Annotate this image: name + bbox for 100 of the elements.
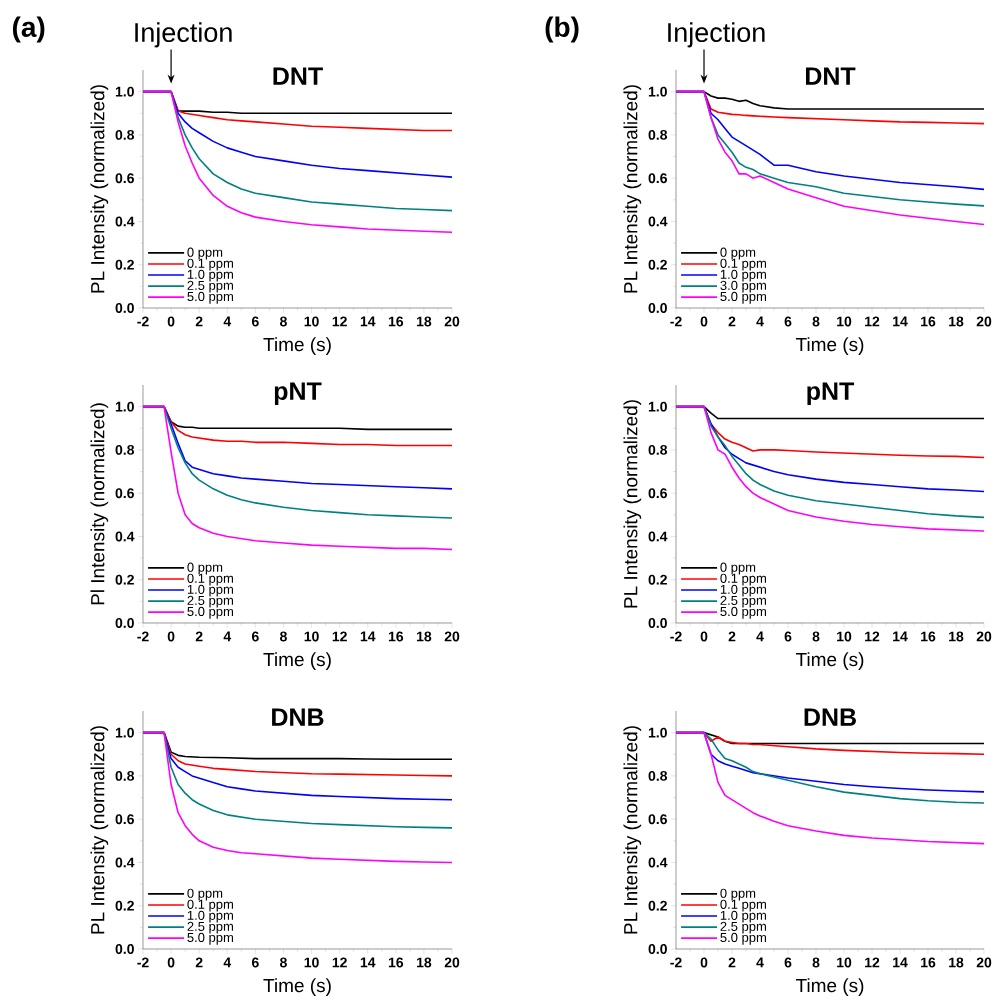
x-tick-label: 16 <box>388 316 404 327</box>
chart-title: DNT <box>805 67 856 85</box>
x-tick-label: -2 <box>670 631 682 642</box>
y-tick-label: 0.4 <box>648 857 668 868</box>
x-tick-label: 14 <box>893 316 908 327</box>
text: (a) <box>12 16 45 43</box>
y-tick-label: 0.8 <box>648 770 668 781</box>
x-tick-label: 18 <box>949 631 964 642</box>
x-axis-title: Time (s) <box>795 337 864 355</box>
x-tick-label: 20 <box>976 316 992 327</box>
y-tick-label: 0.8 <box>648 129 668 140</box>
legend-label: 5.0 ppm <box>720 606 766 619</box>
x-tick-label: 10 <box>837 957 852 968</box>
x-tick-label: 20 <box>444 957 460 968</box>
x-tick-label: 14 <box>360 957 376 968</box>
x-tick-label: 18 <box>416 316 432 327</box>
y-tick-label: 0.0 <box>115 944 134 954</box>
x-tick-label: 14 <box>360 631 376 642</box>
x-tick-label: 8 <box>812 316 820 327</box>
x-tick-label: -2 <box>670 316 682 327</box>
y-axis-title: PL Intensity (normalized) <box>623 85 642 293</box>
x-tick-label: 6 <box>784 316 792 327</box>
y-tick-label: 0.4 <box>115 531 135 542</box>
x-tick-label: 18 <box>949 957 964 968</box>
x-tick-label: 12 <box>332 631 347 642</box>
x-tick-label: 4 <box>756 316 764 327</box>
y-tick-label: 0.6 <box>648 814 667 825</box>
y-tick-label: 0.2 <box>115 900 134 911</box>
y-tick-label: 0.6 <box>648 173 667 184</box>
x-tick-label: 10 <box>304 316 319 327</box>
x-tick-label: 4 <box>756 957 764 968</box>
y-tick-label: 0.4 <box>115 216 135 227</box>
x-tick-label: 12 <box>865 957 880 968</box>
x-axis-title: Time (s) <box>263 337 331 355</box>
y-tick-label: 0.4 <box>648 216 668 227</box>
y-tick-label: 1.0 <box>115 401 134 412</box>
x-tick-label: 8 <box>279 316 287 327</box>
x-tick-label: 16 <box>388 957 404 968</box>
x-tick-label: 20 <box>444 316 460 327</box>
chart-title: pNT <box>807 382 854 405</box>
y-tick-label: 0.6 <box>115 173 134 184</box>
y-tick-label: 0.0 <box>115 618 134 628</box>
y-tick-label: 0.0 <box>115 303 134 313</box>
legend-label: 5.0 ppm <box>720 932 766 945</box>
annotation: Injection <box>135 22 232 48</box>
x-tick-label: 16 <box>921 957 936 968</box>
x-tick-label: 18 <box>416 957 432 968</box>
x-tick-label: 10 <box>304 631 319 642</box>
y-tick-label: 0.6 <box>648 488 667 499</box>
y-tick-label: 0.4 <box>115 857 135 868</box>
x-tick-label: 6 <box>251 631 259 642</box>
chart-title: DNB <box>272 708 324 726</box>
x-tick-label: 2 <box>728 631 736 642</box>
x-tick-label: 20 <box>976 631 992 642</box>
y-axis-title: Pl Intensity (normalized) <box>90 403 109 605</box>
x-tick-label: 8 <box>812 957 820 968</box>
x-tick-label: -2 <box>670 957 682 968</box>
x-tick-label: 2 <box>195 631 203 642</box>
x-tick-label: 12 <box>332 957 347 968</box>
chart-title: DNT <box>273 67 323 85</box>
x-tick-label: 10 <box>837 316 852 327</box>
x-tick-label: 2 <box>195 316 203 327</box>
x-tick-label: 12 <box>332 316 347 327</box>
x-tick-label: 20 <box>976 957 992 968</box>
x-tick-label: 2 <box>195 957 203 968</box>
x-tick-label: 16 <box>921 316 936 327</box>
y-tick-label: 0.6 <box>115 488 134 499</box>
x-tick-label: 0 <box>167 631 175 642</box>
y-axis-title: PL Intensity (normalized) <box>623 400 642 608</box>
y-tick-label: 0.2 <box>648 259 667 270</box>
x-tick-label: 10 <box>304 957 319 968</box>
x-tick-label: 4 <box>223 316 232 327</box>
y-tick-label: 0.6 <box>115 814 134 825</box>
annotation: Injection <box>668 22 765 48</box>
y-tick-label: 0.0 <box>648 303 667 313</box>
y-tick-label: 0.8 <box>115 444 135 455</box>
x-tick-label: 18 <box>416 631 432 642</box>
legend-label: 5.0 ppm <box>187 932 233 945</box>
x-tick-label: 14 <box>893 957 908 968</box>
y-tick-label: 1.0 <box>115 727 134 738</box>
x-tick-label: 8 <box>279 631 287 642</box>
chart-title: pNT <box>274 382 322 405</box>
x-axis-title: Time (s) <box>263 652 331 670</box>
x-tick-label: 6 <box>251 957 259 968</box>
x-tick-label: 0 <box>167 957 175 968</box>
x-tick-label: 0 <box>700 631 708 642</box>
x-tick-label: 2 <box>728 316 736 327</box>
x-tick-label: 14 <box>893 631 908 642</box>
x-tick-label: 4 <box>223 957 232 968</box>
x-tick-label: 20 <box>444 631 460 642</box>
legend-label: 5.0 ppm <box>187 291 233 304</box>
x-tick-label: 8 <box>812 631 820 642</box>
x-tick-label: 2 <box>728 957 736 968</box>
y-tick-label: 1.0 <box>648 401 667 412</box>
text: (b) <box>545 16 579 43</box>
legend-label: 5.0 ppm <box>720 291 766 304</box>
legend-label: 5.0 ppm <box>187 606 233 619</box>
x-tick-label: 6 <box>784 957 792 968</box>
y-tick-label: 0.2 <box>115 259 134 270</box>
y-tick-label: 0.8 <box>115 129 135 140</box>
